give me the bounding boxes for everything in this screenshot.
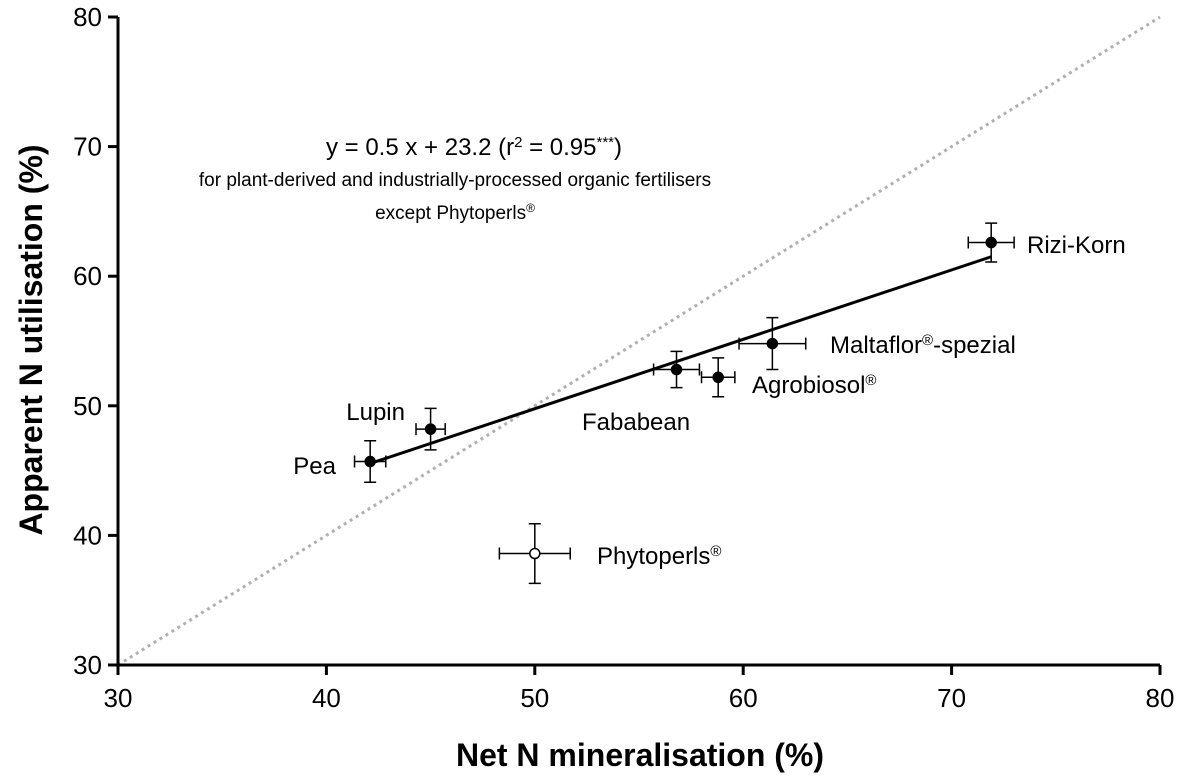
x-tick-label: 50 xyxy=(520,683,549,713)
text-segment: Agrobiosol xyxy=(752,372,865,399)
point xyxy=(712,371,724,384)
text-segment: *** xyxy=(597,134,615,151)
x-tick-label: 80 xyxy=(1146,683,1175,713)
text-segment: = 0.95 xyxy=(522,134,596,161)
text-segment: Pea xyxy=(293,453,336,480)
annotation: except Phytoperls® xyxy=(375,201,535,224)
text-segment: Rizi-Korn xyxy=(1027,232,1126,259)
text-segment: 2 xyxy=(514,134,522,151)
point xyxy=(670,363,683,376)
point xyxy=(766,337,779,350)
text-segment: ® xyxy=(922,332,933,349)
reference-line xyxy=(117,15,1161,667)
text-segment: ® xyxy=(865,372,876,389)
point xyxy=(364,455,376,468)
point-label: Lupin xyxy=(346,399,405,426)
x-tick-label: 40 xyxy=(312,683,341,713)
y-tick-label: 70 xyxy=(73,132,102,162)
point xyxy=(529,547,541,560)
text-segment: ® xyxy=(526,201,535,215)
text-segment: y = 0.5 x + 23.2 (r xyxy=(326,134,514,161)
annotation: y = 0.5 x + 23.2 (r2 = 0.95***) xyxy=(326,134,622,162)
text-segment: Fababean xyxy=(582,409,690,436)
point xyxy=(985,236,997,249)
y-axis-title: Apparent N utilisation (%) xyxy=(13,144,49,535)
text-segment: Maltaflor xyxy=(830,332,922,359)
text-segment: except Phytoperls xyxy=(375,203,526,224)
y-tick-label: 40 xyxy=(73,520,102,550)
text-segment: Lupin xyxy=(346,399,405,426)
point-label: Fababean xyxy=(582,409,690,436)
point-label: Agrobiosol® xyxy=(752,372,876,400)
point-label: Phytoperls® xyxy=(597,543,721,571)
y-tick-label: 30 xyxy=(73,650,102,680)
point xyxy=(424,423,437,435)
x-axis-title: Net N mineralisation (%) xyxy=(456,737,824,773)
point-label: Maltaflor®-spezial xyxy=(830,332,1016,360)
y-tick-label: 80 xyxy=(73,2,102,32)
text-segment: ) xyxy=(614,134,622,161)
point-label: Rizi-Korn xyxy=(1027,232,1126,259)
x-tick-label: 30 xyxy=(104,683,133,713)
x-tick-label: 60 xyxy=(729,683,758,713)
x-tick-label: 70 xyxy=(937,683,966,713)
y-tick-label: 50 xyxy=(73,391,102,421)
y-tick-label: 60 xyxy=(73,261,102,291)
text-segment: Phytoperls xyxy=(597,543,710,570)
annotation: for plant-derived and industrially-proce… xyxy=(199,170,711,191)
text-segment: -spezial xyxy=(933,332,1016,359)
point-label: Pea xyxy=(293,453,336,480)
text-segment: ® xyxy=(710,543,721,560)
fit-line xyxy=(371,255,992,465)
text-segment: for plant-derived and industrially-proce… xyxy=(199,170,711,191)
